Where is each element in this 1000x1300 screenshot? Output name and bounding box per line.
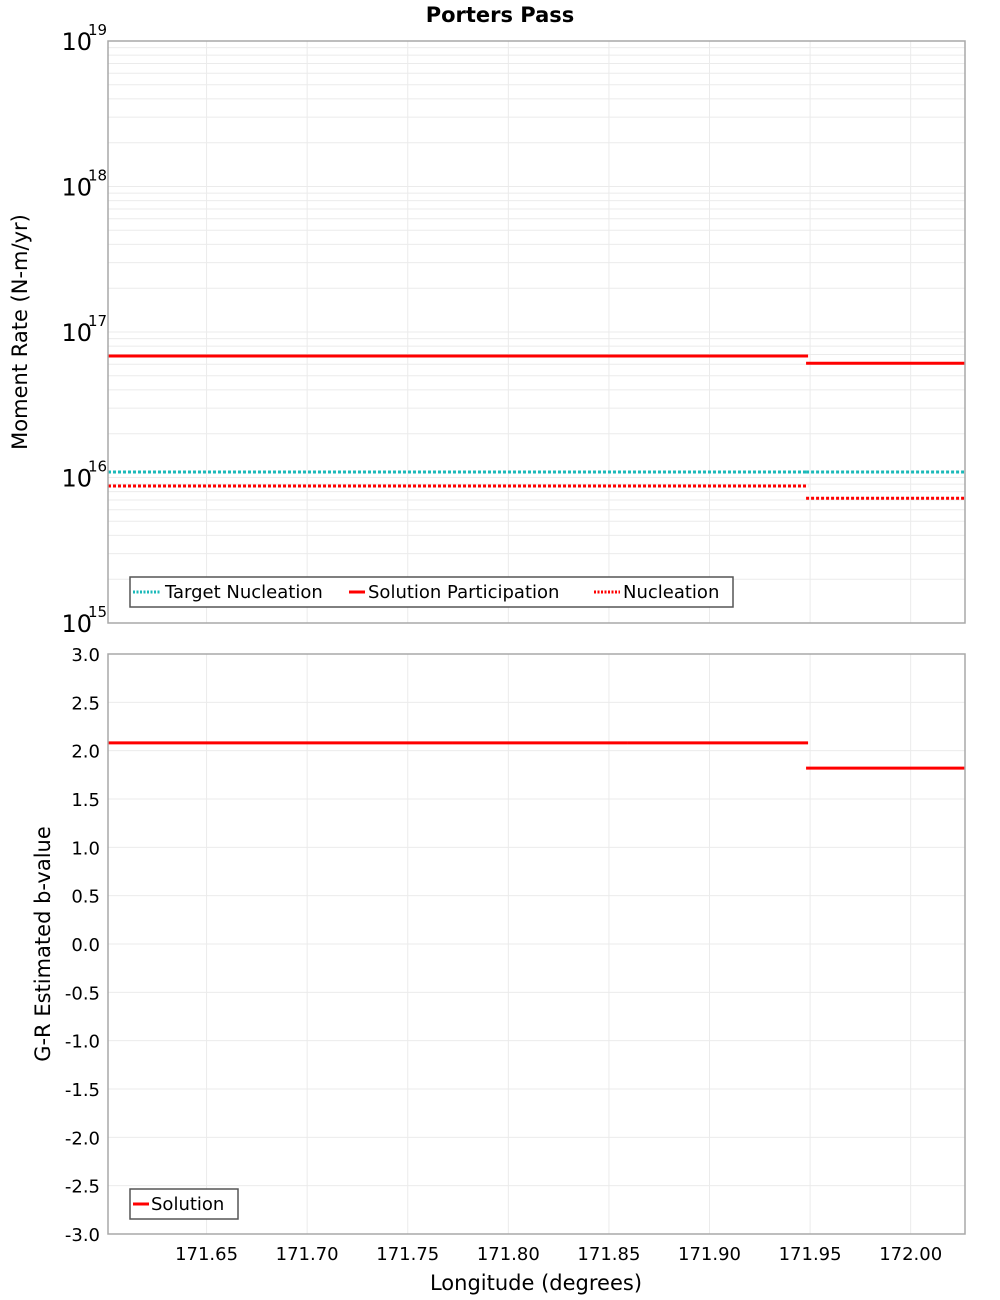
- y-tick-label: 3.0: [71, 645, 100, 666]
- svg-text:15: 15: [88, 603, 107, 621]
- grid-lines: [108, 41, 965, 624]
- x-axis-label: Longitude (degrees): [430, 1271, 642, 1295]
- svg-text:10: 10: [61, 610, 92, 638]
- svg-text:Nucleation: Nucleation: [623, 582, 719, 603]
- svg-text:16: 16: [88, 458, 107, 476]
- svg-text:Solution Participation: Solution Participation: [368, 582, 559, 603]
- svg-text:19: 19: [88, 21, 107, 39]
- y-tick-label: 1.0: [71, 838, 100, 859]
- y-tick-label: 1.5: [71, 790, 100, 811]
- x-tick-label: 172.00: [879, 1244, 942, 1265]
- svg-text:17: 17: [88, 312, 107, 330]
- legend-item: Solution Participation: [349, 582, 559, 603]
- plot-frame: [107, 653, 966, 1235]
- y-tick-label: -2.5: [65, 1177, 100, 1198]
- legend-item: Target Nucleation: [133, 582, 323, 603]
- svg-text:10: 10: [61, 174, 92, 202]
- data-series: [108, 354, 965, 500]
- svg-text:18: 18: [88, 167, 107, 185]
- chart-title: Porters Pass: [426, 3, 575, 27]
- y-tick-label: -3.0: [65, 1225, 100, 1246]
- legend: Solution: [129, 1188, 239, 1220]
- legend: Target Nucleation Solution Participation N…: [129, 576, 734, 608]
- legend-item: Nucleation: [594, 582, 719, 603]
- x-axis-ticks: 171.65 171.70 171.75 171.80 171.85 171.90 171.…: [175, 1244, 942, 1265]
- data-series: [108, 741, 965, 770]
- x-tick-label: 171.85: [577, 1244, 640, 1265]
- y-tick-label: -2.0: [65, 1128, 100, 1149]
- svg-text:Solution: Solution: [151, 1194, 224, 1215]
- y-tick-label: 2.5: [71, 693, 100, 714]
- y-axis-ticks: 3.0 2.5 2.0 1.5 1.0 0.5 0.0 -0.5 -1.0 -1.5 -2.0 -2.…: [65, 645, 100, 1246]
- b-value-plot: 3.0 2.5 2.0 1.5 1.0 0.5 0.0 -0.5 -1.0 -1.5 -2.0 -2.…: [31, 645, 966, 1295]
- y-axis-label: Moment Rate (N-m/yr): [8, 214, 32, 450]
- x-tick-label: 171.90: [678, 1244, 741, 1265]
- x-tick-label: 171.95: [779, 1244, 842, 1265]
- svg-text:Target Nucleation: Target Nucleation: [164, 582, 323, 603]
- y-tick-label: 2.0: [71, 742, 100, 763]
- y-tick-label: -1.0: [65, 1032, 100, 1053]
- svg-text:10: 10: [61, 28, 92, 56]
- y-tick-label: 0.5: [71, 887, 100, 908]
- plot-frame: [107, 40, 966, 624]
- svg-text:10: 10: [61, 319, 92, 347]
- legend-box: [129, 576, 734, 608]
- y-tick-label: 0.0: [71, 935, 100, 956]
- x-tick-label: 171.80: [477, 1244, 540, 1265]
- x-tick-label: 171.70: [276, 1244, 339, 1265]
- y-tick-label: -1.5: [65, 1080, 100, 1101]
- svg-text:10: 10: [61, 465, 92, 493]
- x-tick-label: 171.65: [175, 1244, 238, 1265]
- x-tick-label: 171.75: [376, 1244, 439, 1265]
- y-axis-label: G-R Estimated b-value: [31, 826, 55, 1062]
- legend-item: Solution: [133, 1194, 224, 1215]
- y-tick-label: -0.5: [65, 983, 100, 1004]
